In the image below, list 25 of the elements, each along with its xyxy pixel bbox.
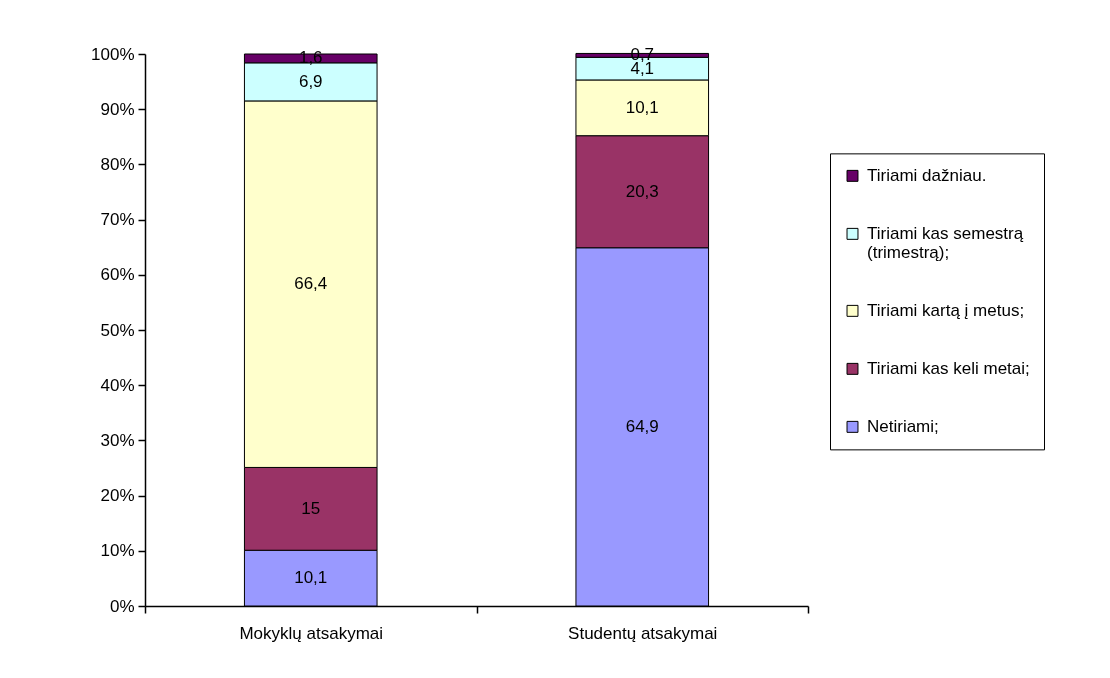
y-tick-label: 40% <box>100 375 135 395</box>
data-label: 66,4 <box>294 274 328 294</box>
y-tick-label: 90% <box>100 99 135 119</box>
y-tick-label: 50% <box>100 320 135 340</box>
data-label: 15 <box>301 498 321 518</box>
y-tick-label: 100% <box>91 44 135 64</box>
x-tick-label: Studentų atsakymai <box>568 623 718 643</box>
legend-label: Tiriami kas keli metai; <box>867 358 1030 378</box>
y-tick-label: 30% <box>100 430 135 450</box>
y-tick-label: 80% <box>100 154 135 174</box>
y-tick-label: 10% <box>100 541 135 561</box>
data-label: 10,1 <box>294 568 328 588</box>
x-tick-label: Mokyklų atsakymai <box>239 623 384 643</box>
y-tick-label: 70% <box>100 210 135 230</box>
legend-label: Tiriami kartą į metus; <box>867 300 1025 320</box>
y-tick-label: 20% <box>100 486 135 506</box>
legend-label: Netiriami; <box>867 416 939 436</box>
y-tick-label: 0% <box>109 596 135 616</box>
data-label: 64,9 <box>625 416 659 436</box>
legend-label: Tiriami kas semestrą (trimestrą); <box>867 223 1024 262</box>
y-tick-label: 60% <box>100 265 135 285</box>
data-label: 10,1 <box>625 97 659 117</box>
legend-label: Tiriami dažniau. <box>867 165 987 185</box>
data-label: 20,3 <box>625 181 659 201</box>
data-label: 6,9 <box>298 71 323 91</box>
